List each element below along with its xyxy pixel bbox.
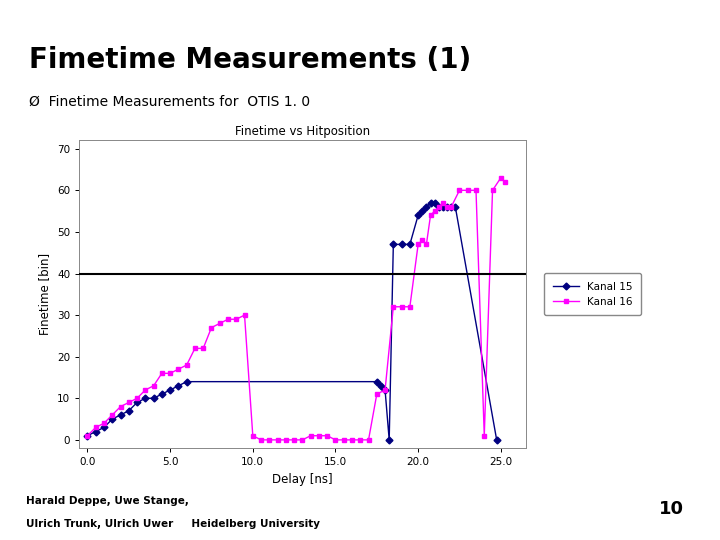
Kanal 15 (434, 204, 443, 210)
Kanal 15 (158, 391, 166, 397)
Text: Fimetime Measurements (1): Fimetime Measurements (1) (29, 46, 471, 74)
Text: Ø  Finetime Measurements for  OTIS 1. 0: Ø Finetime Measurements for OTIS 1. 0 (29, 94, 310, 109)
Kanal 16 (372, 391, 381, 397)
Kanal 15 (414, 212, 423, 219)
Kanal 15 (372, 379, 381, 385)
Kanal 15 (405, 241, 414, 248)
Kanal 15 (438, 204, 447, 210)
Kanal 15 (451, 204, 459, 210)
Kanal 15 (418, 208, 426, 214)
Kanal 15 (99, 424, 108, 430)
Kanal 15 (108, 416, 117, 422)
Kanal 16 (348, 437, 356, 443)
Kanal 15 (116, 411, 125, 418)
Kanal 15 (125, 408, 133, 414)
Kanal 15 (174, 382, 183, 389)
Text: 10: 10 (659, 501, 684, 518)
Kanal 16 (500, 179, 509, 185)
Line: Kanal 15: Kanal 15 (85, 200, 499, 442)
Kanal 15 (431, 200, 439, 206)
Title: Finetime vs Hitposition: Finetime vs Hitposition (235, 125, 370, 138)
Kanal 15 (182, 379, 191, 385)
Kanal 15 (83, 433, 91, 439)
Kanal 15 (377, 382, 385, 389)
Text: Harald Deppe, Uwe Stange,: Harald Deppe, Uwe Stange, (26, 496, 189, 506)
Kanal 15 (149, 395, 158, 402)
Kanal 15 (492, 437, 501, 443)
Kanal 16 (497, 174, 505, 181)
Kanal 15 (422, 204, 431, 210)
Kanal 15 (443, 204, 451, 210)
Y-axis label: Finetime [bin]: Finetime [bin] (38, 253, 52, 335)
Kanal 16 (248, 433, 257, 439)
Kanal 16 (426, 212, 435, 219)
Line: Kanal 16: Kanal 16 (85, 176, 508, 442)
Kanal 16 (257, 437, 266, 443)
Legend: Kanal 15, Kanal 16: Kanal 15, Kanal 16 (544, 273, 641, 315)
X-axis label: Delay [ns]: Delay [ns] (272, 473, 333, 486)
Kanal 16 (389, 303, 397, 310)
Kanal 15 (166, 387, 174, 393)
Kanal 15 (385, 437, 394, 443)
Kanal 15 (132, 399, 141, 406)
Kanal 15 (447, 204, 456, 210)
Kanal 16 (91, 424, 100, 430)
Kanal 15 (397, 241, 406, 248)
Kanal 15 (91, 428, 100, 435)
Kanal 15 (426, 200, 435, 206)
Kanal 16 (83, 433, 91, 439)
Text: Ulrich Trunk, Ulrich Uwer     Heidelberg University: Ulrich Trunk, Ulrich Uwer Heidelberg Uni… (26, 519, 320, 530)
Kanal 15 (389, 241, 397, 248)
Kanal 15 (141, 395, 150, 402)
Kanal 15 (381, 387, 390, 393)
